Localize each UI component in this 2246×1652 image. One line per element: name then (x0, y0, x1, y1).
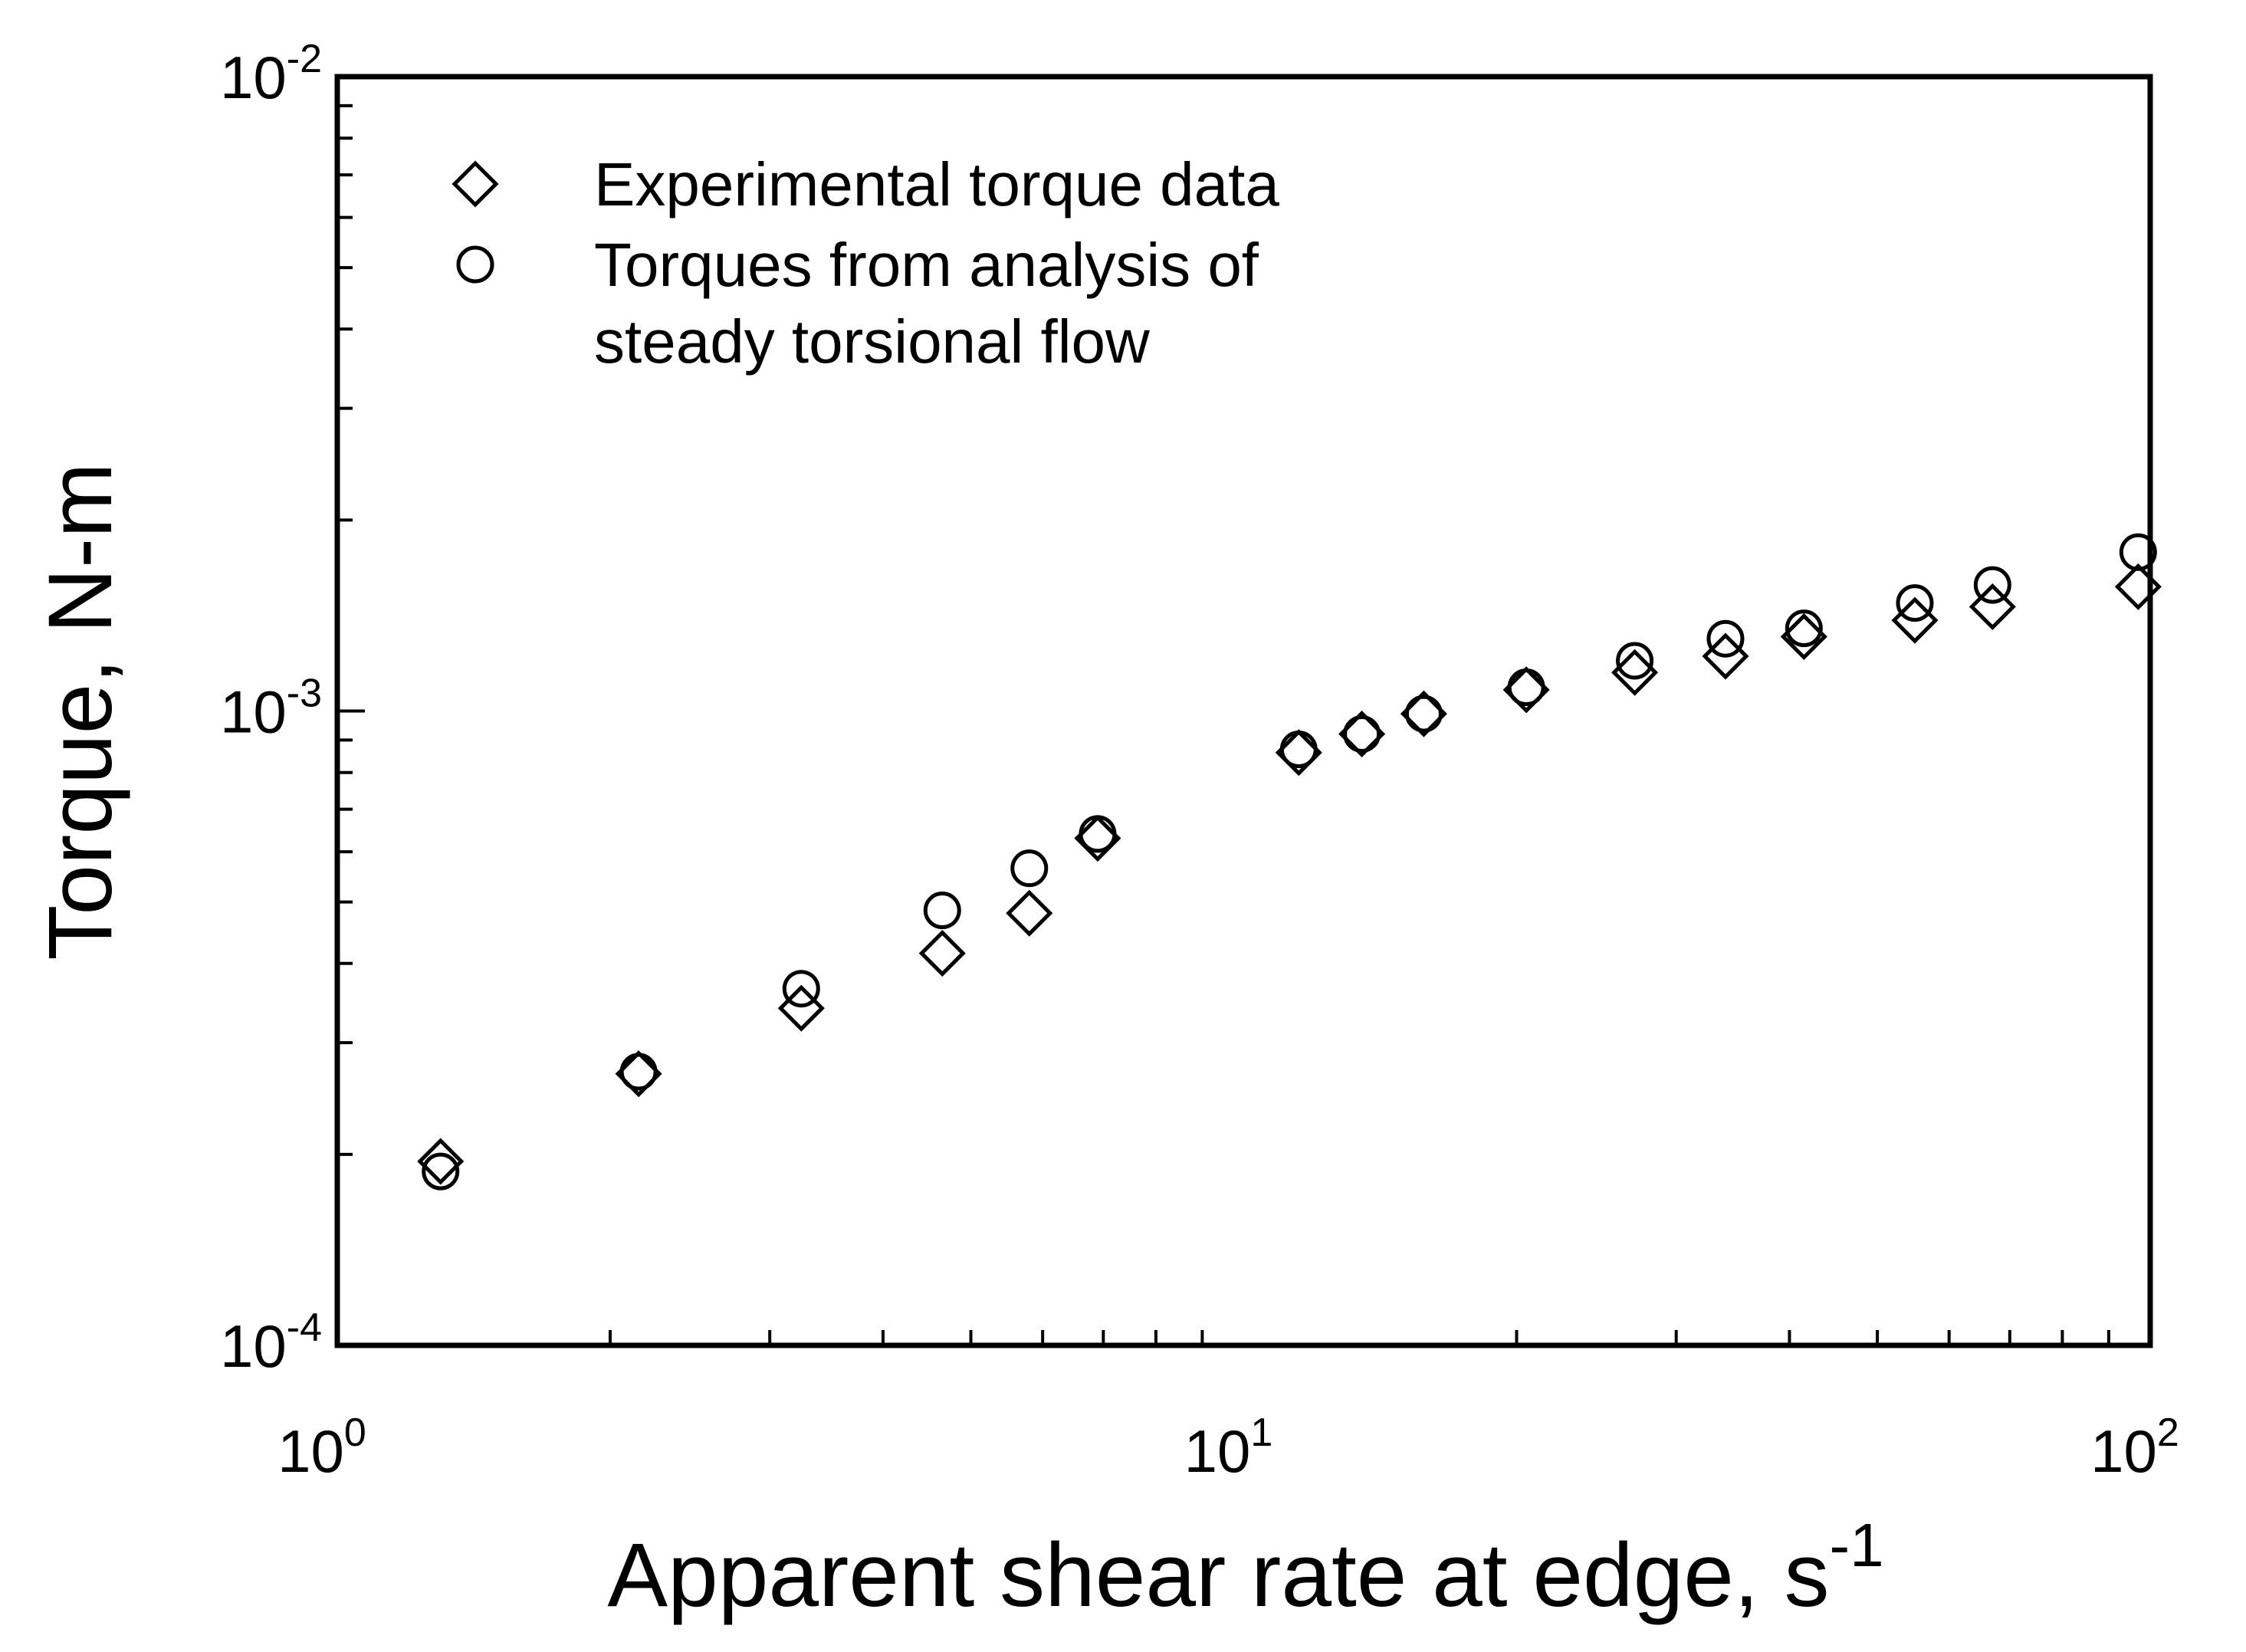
x-axis-title-superscript: -1 (1829, 1511, 1883, 1579)
circle-point (422, 1152, 460, 1191)
y-tick-label: 10-3 (220, 672, 322, 746)
circle-point (1404, 695, 1443, 733)
legend-diamond-marker (451, 160, 499, 208)
diamond-point (1275, 729, 1322, 777)
circle-point (1616, 642, 1654, 680)
diamond-point (615, 1050, 662, 1098)
diamond-point (918, 930, 966, 977)
y-tick-label: 10-2 (220, 37, 322, 111)
series-layer (417, 533, 2162, 1191)
circle-point (1343, 714, 1381, 753)
y-axis-title: Torque, N-m (30, 462, 131, 960)
y-tick-labels: 10-4 10-3 10-2 (220, 37, 322, 1380)
diamond-point (2114, 563, 2162, 610)
circle-point (1896, 584, 1934, 622)
circle-point (1785, 609, 1823, 648)
circle-point (1279, 731, 1318, 769)
diamond-point (1611, 649, 1659, 696)
circle-point (1010, 849, 1049, 888)
diamond-point (1969, 583, 2016, 631)
circle-point (782, 970, 820, 1008)
circle-point (2119, 533, 2157, 571)
diamond-point (1338, 710, 1386, 758)
y-tick-label: 10-4 (220, 1306, 322, 1380)
circle-point (923, 892, 961, 930)
x-axis-title: Apparent shear rate at edge, s-1 (607, 1511, 1883, 1626)
circle-point (1079, 815, 1117, 853)
legend-label: Experimental torque data (594, 150, 1279, 218)
diamond-point (1006, 889, 1053, 937)
legend: Experimental torque data Torques from ana… (451, 150, 1279, 376)
diamond-point (417, 1138, 465, 1185)
series-circle (422, 533, 2157, 1191)
x-tick-label: 100 (277, 1411, 366, 1485)
series-diamond (417, 563, 2162, 1185)
legend-label: steady torsional flow (594, 307, 1150, 376)
diamond-point (1780, 613, 1827, 660)
legend-circle-marker (456, 245, 494, 284)
diamond-point (1502, 666, 1550, 714)
plot-frame (334, 74, 2153, 1348)
circle-point (1706, 619, 1745, 658)
circle-point (1507, 668, 1545, 707)
x-tick-label: 102 (2090, 1411, 2179, 1485)
x-tick-labels: 100 101 102 (277, 1411, 2179, 1485)
x-axis-title-text: Apparent shear rate at edge, s (607, 1525, 1829, 1626)
legend-label: Torques from analysis of (594, 231, 1259, 299)
x-tick-label: 101 (1184, 1411, 1273, 1485)
circle-point (1973, 566, 2011, 604)
diamond-point (1074, 815, 1121, 862)
circle-point (619, 1053, 658, 1091)
diamond-point (1400, 690, 1447, 737)
